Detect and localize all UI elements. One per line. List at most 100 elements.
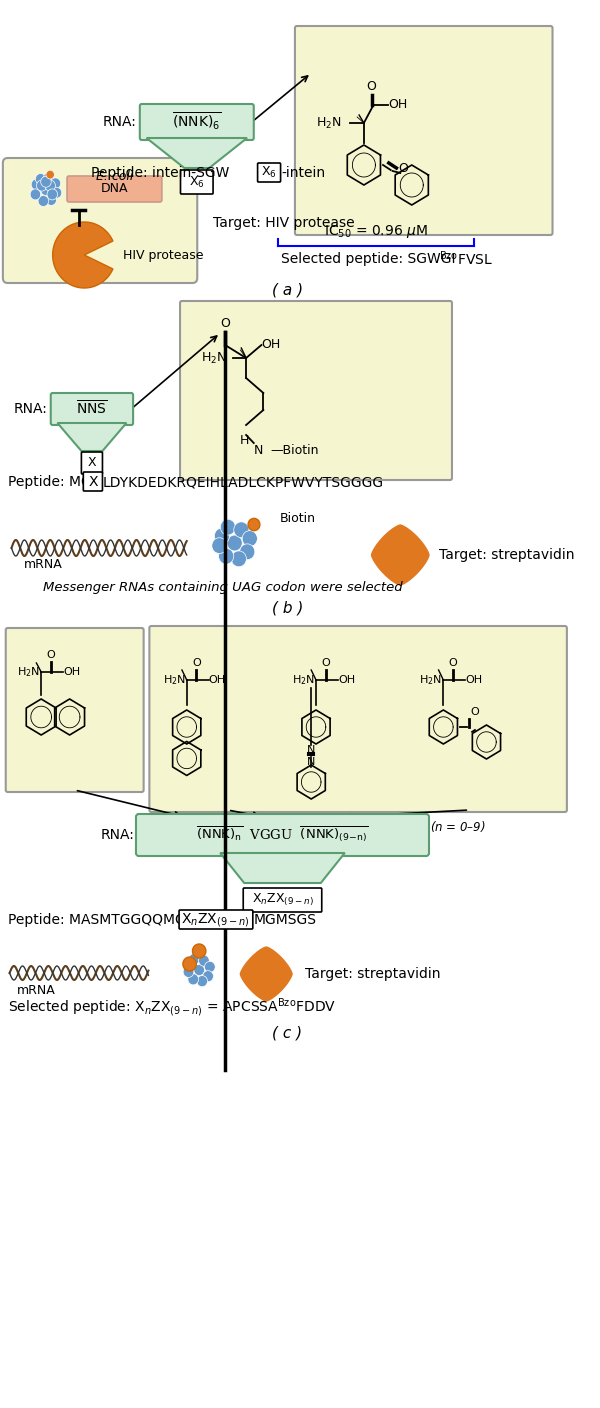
Circle shape — [185, 959, 196, 970]
Text: RNA:: RNA: — [14, 403, 48, 415]
Circle shape — [194, 964, 205, 976]
Circle shape — [37, 180, 47, 191]
Text: Messenger RNAs containing UAG codon were selected: Messenger RNAs containing UAG codon were… — [43, 582, 403, 594]
Text: ( c ): ( c ) — [272, 1025, 302, 1041]
Text: O: O — [470, 707, 479, 717]
Circle shape — [197, 976, 208, 987]
Circle shape — [183, 957, 196, 972]
Circle shape — [234, 522, 249, 538]
FancyBboxPatch shape — [67, 176, 162, 201]
Circle shape — [188, 974, 199, 984]
Circle shape — [35, 173, 46, 184]
Circle shape — [248, 518, 260, 531]
Circle shape — [46, 170, 55, 179]
Circle shape — [199, 955, 209, 966]
Text: $\overline{\mathrm{(NNK)_n}}$  VGGU  $\overline{\mathrm{(NNK)_{(9\!-\!n)}}}$: $\overline{\mathrm{(NNK)_n}}$ VGGU $\ove… — [196, 824, 369, 843]
Circle shape — [45, 180, 55, 191]
FancyBboxPatch shape — [140, 104, 254, 139]
Circle shape — [193, 943, 206, 957]
Text: $\overline{\mathrm{(NNK)_6}}$: $\overline{\mathrm{(NNK)_6}}$ — [172, 110, 221, 132]
Text: mRNA: mRNA — [17, 984, 56, 997]
Text: H$_2$N: H$_2$N — [292, 673, 315, 687]
FancyBboxPatch shape — [6, 628, 143, 791]
Polygon shape — [241, 948, 292, 1001]
Circle shape — [205, 962, 215, 973]
Text: ( b ): ( b ) — [272, 600, 303, 615]
Text: ($n$ = 0–9): ($n$ = 0–9) — [430, 819, 485, 834]
Text: OH: OH — [466, 674, 482, 686]
Circle shape — [51, 187, 62, 199]
FancyBboxPatch shape — [136, 814, 429, 856]
Text: $^{\rm Bzo}$FVSL: $^{\rm Bzo}$FVSL — [439, 249, 493, 269]
Text: Peptide: MG: Peptide: MG — [8, 474, 91, 489]
FancyBboxPatch shape — [51, 393, 133, 425]
FancyBboxPatch shape — [243, 888, 322, 912]
Circle shape — [41, 184, 51, 196]
Circle shape — [50, 177, 61, 189]
Circle shape — [227, 535, 242, 551]
Text: O: O — [398, 162, 408, 176]
Text: Target: streptavidin: Target: streptavidin — [305, 967, 440, 981]
Circle shape — [189, 953, 200, 964]
Text: $\overline{\mathrm{NNS}}$: $\overline{\mathrm{NNS}}$ — [76, 398, 108, 417]
Text: X$_n$ZX$_{(9-n)}$: X$_n$ZX$_{(9-n)}$ — [181, 911, 250, 929]
Circle shape — [38, 196, 49, 207]
Text: DNA: DNA — [101, 183, 128, 196]
Text: ( a ): ( a ) — [272, 283, 303, 297]
Text: Peptide: MASMTGGQQMG: Peptide: MASMTGGQQMG — [8, 912, 185, 926]
Text: E. coli: E. coli — [96, 169, 134, 183]
Text: N: N — [254, 444, 263, 456]
FancyBboxPatch shape — [149, 627, 567, 812]
Circle shape — [214, 528, 230, 543]
FancyBboxPatch shape — [257, 163, 281, 182]
FancyBboxPatch shape — [3, 158, 197, 283]
Text: H$_2$N: H$_2$N — [17, 665, 40, 679]
Text: H$_2$N: H$_2$N — [419, 673, 442, 687]
Circle shape — [239, 543, 255, 560]
Circle shape — [220, 520, 235, 535]
FancyBboxPatch shape — [181, 170, 213, 194]
Polygon shape — [53, 222, 113, 289]
Polygon shape — [371, 525, 429, 584]
Circle shape — [43, 172, 54, 183]
Text: mRNA: mRNA — [24, 559, 62, 572]
Text: X: X — [88, 474, 98, 489]
Text: Target: HIV protease: Target: HIV protease — [212, 215, 354, 230]
Text: X$_n$ZX$_{(9-n)}$: X$_n$ZX$_{(9-n)}$ — [251, 891, 313, 908]
Text: Target: streptavidin: Target: streptavidin — [439, 548, 574, 562]
Text: H$_2$N: H$_2$N — [316, 115, 341, 131]
Circle shape — [41, 176, 51, 187]
Polygon shape — [58, 422, 127, 451]
Text: LDYKDEDKRQEIHLADLCKPFWVYTSGGGG: LDYKDEDKRQEIHLADLCKPFWVYTSGGGG — [103, 474, 383, 489]
Text: H: H — [239, 434, 249, 446]
Text: H$_2$N: H$_2$N — [163, 673, 186, 687]
Circle shape — [212, 538, 227, 553]
Text: OH: OH — [262, 338, 281, 352]
Text: O: O — [220, 317, 230, 329]
Text: O: O — [321, 658, 330, 667]
Text: X: X — [88, 456, 96, 469]
Text: RNA:: RNA: — [103, 115, 137, 130]
Text: X$_6$: X$_6$ — [189, 175, 205, 190]
Text: O: O — [367, 80, 376, 93]
Circle shape — [183, 966, 194, 977]
Circle shape — [242, 531, 257, 546]
Text: -intein: -intein — [281, 166, 326, 180]
Text: Peptide: intein-SGW: Peptide: intein-SGW — [91, 166, 229, 180]
Text: Biotin: Biotin — [280, 511, 316, 525]
Text: O: O — [449, 658, 457, 667]
Text: X$_6$: X$_6$ — [261, 165, 277, 180]
Text: RNA:: RNA: — [100, 828, 134, 842]
FancyBboxPatch shape — [83, 472, 103, 491]
Text: Selected peptide: SGWGI: Selected peptide: SGWGI — [281, 252, 455, 266]
Text: N: N — [307, 745, 316, 755]
Text: O: O — [192, 658, 200, 667]
Polygon shape — [220, 853, 345, 883]
Text: OH: OH — [63, 667, 80, 677]
FancyBboxPatch shape — [82, 452, 103, 474]
Circle shape — [47, 189, 58, 200]
Circle shape — [30, 189, 41, 200]
FancyBboxPatch shape — [179, 910, 253, 929]
FancyBboxPatch shape — [295, 25, 553, 235]
Polygon shape — [146, 138, 247, 168]
